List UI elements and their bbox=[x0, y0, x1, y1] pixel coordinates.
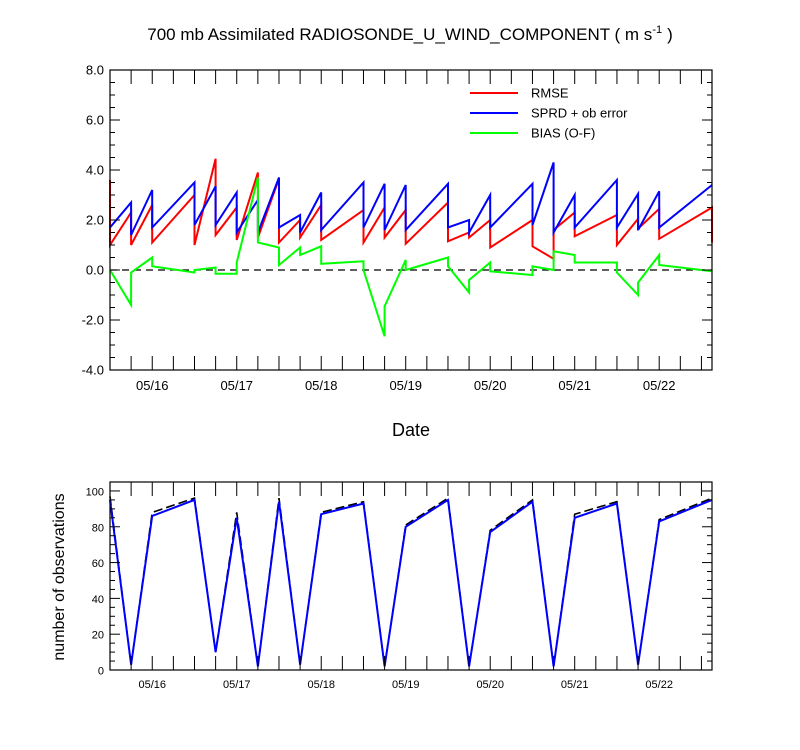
bottom-plot: 0 20 40 60 80 100 05/16 05/17 05/18 05/19 05/20 05/… bbox=[86, 481, 713, 691]
y-tick-label: 0 bbox=[98, 666, 104, 678]
x-axis-label: Date bbox=[392, 420, 430, 440]
legend-label: SPRD + ob error bbox=[531, 106, 628, 121]
top-plot: -4.0 -2.0 0.0 2.0 4.0 6.0 8.0 05/16 05/17 05/18 05… bbox=[82, 63, 713, 393]
y-tick-label: 60 bbox=[92, 558, 104, 570]
chart-title-close: ) bbox=[667, 25, 673, 44]
y-tick-label: 20 bbox=[92, 630, 104, 642]
x-tick-label: 05/21 bbox=[561, 679, 589, 691]
y-tick-label: 8.0 bbox=[86, 63, 104, 78]
x-tick-label: 05/16 bbox=[136, 378, 169, 393]
x-tick-label: 05/21 bbox=[558, 378, 591, 393]
y-tick-label: 40 bbox=[92, 594, 104, 606]
x-tick-label: 05/20 bbox=[476, 679, 504, 691]
y-tick-label: 2.0 bbox=[86, 213, 104, 228]
series-line-rmse bbox=[109, 158, 713, 261]
x-tick-label: 05/20 bbox=[474, 378, 507, 393]
y-tick-label: 6.0 bbox=[86, 113, 104, 128]
series-line-bias-o-f bbox=[109, 177, 713, 337]
y-tick-label: 0.0 bbox=[86, 263, 104, 278]
x-tick-label: 05/22 bbox=[645, 679, 673, 691]
chart-title: 700 mb Assimilated RADIOSONDE_U_WIND_COM… bbox=[147, 24, 673, 44]
y-tick-label: 80 bbox=[92, 522, 104, 534]
x-tick-label: 05/16 bbox=[138, 679, 166, 691]
chart-title-units-superscript: -1 bbox=[652, 24, 662, 36]
x-tick-label: 05/19 bbox=[389, 378, 422, 393]
x-tick-label: 05/17 bbox=[223, 679, 251, 691]
legend-label: RMSE bbox=[531, 86, 569, 101]
x-tick-label: 05/22 bbox=[643, 378, 676, 393]
plot-frame bbox=[109, 481, 713, 671]
y-tick-label: -2.0 bbox=[82, 313, 104, 328]
x-tick-label: 05/19 bbox=[392, 679, 420, 691]
series-line-sprd-ob-error bbox=[109, 162, 713, 237]
y-tick-label: -4.0 bbox=[82, 363, 104, 378]
series-line-possible-observations bbox=[109, 496, 713, 667]
bottom-y-axis-label: number of observations bbox=[51, 493, 68, 660]
y-tick-label: 100 bbox=[86, 486, 104, 498]
series-line-assimilated-observations bbox=[109, 498, 713, 667]
legend-label: BIAS (O-F) bbox=[531, 126, 595, 141]
x-tick-label: 05/18 bbox=[307, 679, 335, 691]
y-tick-label: 4.0 bbox=[86, 163, 104, 178]
x-tick-label: 05/18 bbox=[305, 378, 338, 393]
legend: RMSE SPRD + ob error BIAS (O-F) bbox=[470, 86, 628, 141]
chart-title-main: 700 mb Assimilated RADIOSONDE_U_WIND_COM… bbox=[147, 25, 652, 44]
x-tick-label: 05/17 bbox=[220, 378, 253, 393]
